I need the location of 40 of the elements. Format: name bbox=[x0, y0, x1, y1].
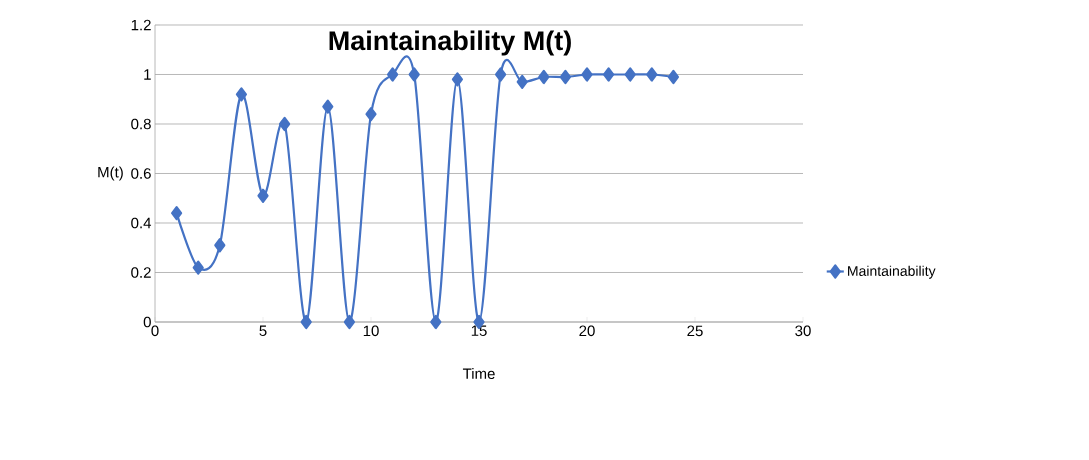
point bbox=[408, 67, 420, 82]
x-tick-label: 5 bbox=[259, 325, 267, 336]
point bbox=[581, 67, 593, 82]
point bbox=[257, 188, 269, 203]
point bbox=[365, 106, 377, 122]
point bbox=[214, 238, 226, 253]
x-tick-label: 25 bbox=[687, 325, 703, 337]
point bbox=[279, 116, 291, 132]
legend-label: Maintainability bbox=[848, 265, 936, 279]
point bbox=[559, 69, 571, 85]
y-tick-label: 1.2 bbox=[131, 19, 151, 31]
y-tick-label: 0.6 bbox=[131, 168, 151, 179]
y-tick-label: 0 bbox=[143, 316, 151, 328]
chart-title: Maintainability M(t) bbox=[329, 30, 571, 56]
point bbox=[300, 314, 312, 330]
point bbox=[624, 67, 636, 82]
point bbox=[516, 74, 528, 90]
point bbox=[603, 67, 615, 82]
point bbox=[495, 67, 507, 82]
x-tick-label: 30 bbox=[795, 325, 811, 337]
y-tick-label: 0.2 bbox=[131, 267, 151, 278]
y-tick-label: 0.4 bbox=[131, 217, 152, 229]
point bbox=[667, 69, 679, 85]
point bbox=[387, 67, 399, 82]
point bbox=[322, 99, 334, 114]
point bbox=[343, 314, 356, 330]
x-tick-label: 10 bbox=[363, 325, 379, 337]
x-tick-label: 15 bbox=[471, 325, 487, 336]
x-axis-title: Time bbox=[462, 368, 495, 380]
point bbox=[171, 205, 183, 221]
x-tick-label: 20 bbox=[579, 325, 595, 337]
point bbox=[538, 69, 550, 85]
point bbox=[451, 72, 464, 87]
point bbox=[235, 87, 248, 102]
point bbox=[646, 67, 658, 82]
y-tick-label: 0.8 bbox=[131, 118, 151, 130]
y-tick-label: 1 bbox=[144, 69, 151, 80]
y-axis-title: M(t) bbox=[98, 166, 123, 181]
point bbox=[430, 314, 442, 330]
point bbox=[192, 260, 204, 275]
